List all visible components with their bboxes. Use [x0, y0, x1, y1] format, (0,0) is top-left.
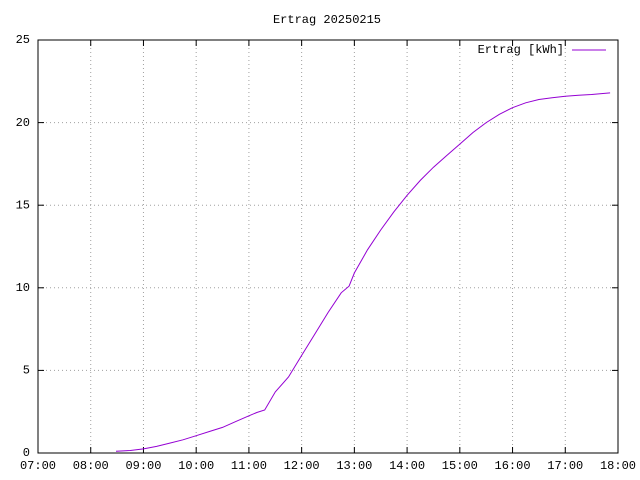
y-tick-label: 25: [16, 33, 30, 47]
y-tick-label: 20: [16, 116, 30, 130]
y-tick-label: 0: [23, 446, 30, 460]
x-tick-label: 15:00: [442, 459, 478, 473]
y-tick-label: 10: [16, 281, 30, 295]
x-tick-label: 13:00: [336, 459, 372, 473]
y-tick-label: 5: [23, 364, 30, 378]
x-tick-label: 18:00: [600, 459, 636, 473]
data-line: [115, 92, 611, 452]
x-tick-label: 08:00: [73, 459, 109, 473]
y-tick-label: 15: [16, 198, 30, 212]
x-tick-label: 12:00: [284, 459, 320, 473]
chart-title: Ertrag 20250215: [273, 13, 381, 27]
x-tick-label: 17:00: [547, 459, 583, 473]
x-tick-label: 10:00: [178, 459, 214, 473]
x-tick-label: 16:00: [495, 459, 531, 473]
legend-label: Ertrag [kWh]: [478, 43, 564, 57]
x-tick-label: 11:00: [231, 459, 267, 473]
x-tick-label: 14:00: [389, 459, 425, 473]
x-tick-label: 09:00: [125, 459, 161, 473]
x-tick-label: 07:00: [20, 459, 56, 473]
plot-frame: [37, 39, 619, 454]
